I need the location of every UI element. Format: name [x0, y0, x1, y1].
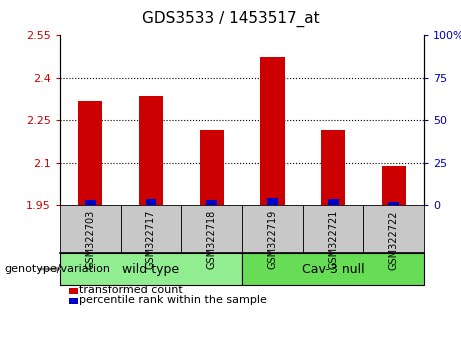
Text: GDS3533 / 1453517_at: GDS3533 / 1453517_at — [142, 11, 319, 27]
Bar — [267, 198, 278, 205]
Text: GSM322722: GSM322722 — [389, 210, 399, 270]
Text: genotype/variation: genotype/variation — [5, 264, 111, 274]
Bar — [206, 200, 217, 205]
Bar — [382, 166, 406, 205]
Text: percentile rank within the sample: percentile rank within the sample — [79, 295, 267, 305]
Bar — [78, 101, 102, 205]
Text: GSM322717: GSM322717 — [146, 210, 156, 269]
Bar — [388, 202, 399, 205]
Bar — [85, 200, 96, 205]
Text: transformed count: transformed count — [79, 285, 183, 295]
Text: GSM322719: GSM322719 — [267, 210, 278, 269]
Bar — [328, 199, 338, 205]
Bar — [200, 130, 224, 205]
Text: wild type: wild type — [123, 263, 179, 275]
Bar — [321, 130, 345, 205]
Bar — [260, 57, 284, 205]
Text: GSM322703: GSM322703 — [85, 210, 95, 269]
Text: Cav-3 null: Cav-3 null — [302, 263, 364, 275]
Bar — [146, 199, 156, 205]
Text: GSM322718: GSM322718 — [207, 210, 217, 269]
Bar — [139, 96, 163, 205]
Text: GSM322721: GSM322721 — [328, 210, 338, 269]
